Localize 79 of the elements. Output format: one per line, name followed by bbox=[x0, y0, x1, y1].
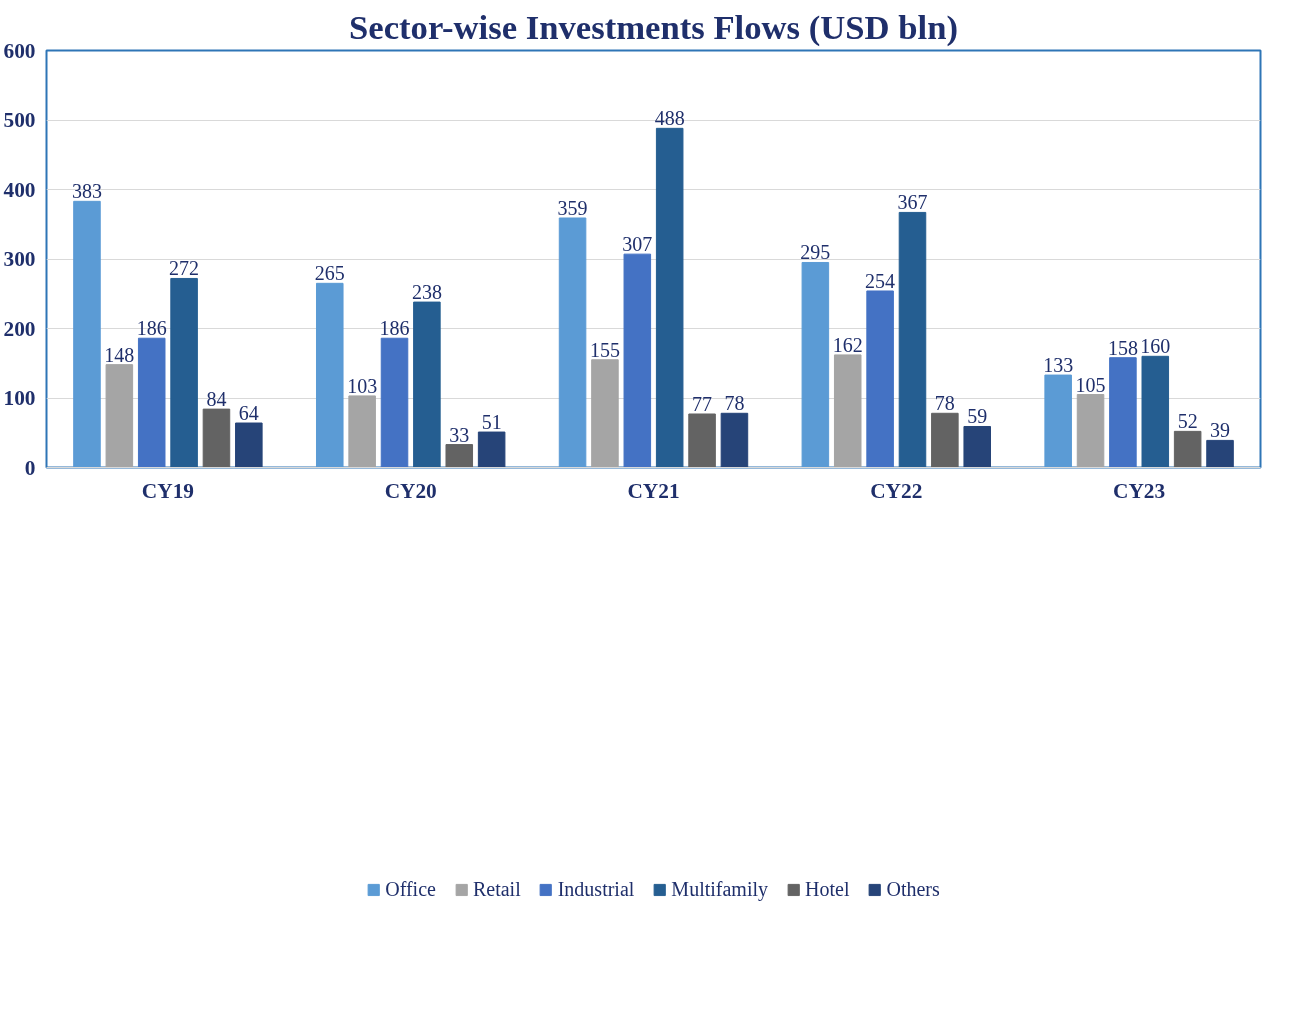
y-tick-label: 300 bbox=[3, 247, 36, 271]
bar bbox=[931, 412, 959, 468]
data-label: 238 bbox=[411, 281, 442, 304]
data-label: 39 bbox=[1210, 419, 1231, 442]
x-tick-label: CY23 bbox=[1113, 478, 1166, 503]
data-label: 488 bbox=[654, 107, 685, 130]
data-label: 77 bbox=[692, 392, 713, 415]
bar bbox=[1206, 439, 1234, 468]
bar bbox=[170, 277, 198, 468]
legend-label: Multifamily bbox=[671, 877, 769, 901]
bar bbox=[137, 337, 166, 468]
bar bbox=[315, 282, 344, 468]
data-label: 307 bbox=[622, 233, 653, 256]
data-label: 359 bbox=[557, 196, 588, 219]
data-label: 162 bbox=[832, 333, 863, 356]
y-tick-label: 400 bbox=[3, 177, 36, 202]
bar bbox=[73, 200, 101, 468]
bar bbox=[963, 425, 992, 468]
data-label: 84 bbox=[206, 388, 227, 411]
bar bbox=[623, 253, 652, 468]
data-label: 160 bbox=[1140, 335, 1171, 358]
x-tick-label: CY20 bbox=[384, 478, 437, 503]
legend-label: Industrial bbox=[557, 877, 635, 901]
bar bbox=[801, 261, 830, 468]
bar bbox=[833, 354, 862, 468]
bar bbox=[1141, 355, 1170, 468]
y-tick-label: 100 bbox=[3, 386, 36, 410]
bar bbox=[477, 431, 506, 468]
bar bbox=[202, 408, 231, 468]
bar bbox=[655, 127, 684, 468]
legend-label: Office bbox=[385, 877, 436, 901]
y-tick-label: 600 bbox=[3, 38, 36, 63]
data-label: 383 bbox=[71, 180, 102, 203]
y-tick-label: 500 bbox=[3, 108, 36, 132]
legend-label: Hotel bbox=[805, 877, 850, 901]
data-label: 64 bbox=[238, 402, 259, 425]
bar bbox=[1076, 394, 1105, 468]
y-tick-label: 0 bbox=[24, 455, 36, 480]
bar bbox=[380, 337, 409, 468]
data-label: 78 bbox=[724, 392, 745, 415]
data-label: 148 bbox=[104, 343, 135, 366]
bar bbox=[558, 217, 587, 468]
data-label: 265 bbox=[314, 262, 345, 285]
bar bbox=[1109, 357, 1137, 468]
data-label: 367 bbox=[897, 191, 928, 214]
bar bbox=[720, 412, 749, 468]
data-label: 158 bbox=[1107, 336, 1138, 359]
bar bbox=[688, 413, 716, 468]
data-label: 51 bbox=[481, 411, 502, 434]
bar bbox=[1044, 374, 1072, 468]
legend-label: Others bbox=[886, 877, 940, 901]
data-label: 105 bbox=[1075, 373, 1106, 396]
chart-title: Sector-wise Investments Flows (USD bln) bbox=[349, 7, 959, 47]
bar bbox=[898, 211, 927, 468]
legend-label: Retail bbox=[472, 877, 521, 901]
data-label: 254 bbox=[865, 269, 896, 292]
data-label: 59 bbox=[967, 405, 988, 428]
bar bbox=[413, 301, 441, 468]
data-label: 272 bbox=[169, 257, 200, 280]
data-label: 33 bbox=[449, 423, 470, 446]
x-tick-label: CY19 bbox=[141, 478, 194, 503]
bar bbox=[348, 395, 376, 468]
x-tick-label: CY22 bbox=[870, 478, 923, 503]
bar bbox=[1173, 430, 1202, 468]
x-tick-label: CY21 bbox=[627, 478, 680, 503]
bar bbox=[866, 290, 894, 468]
data-label: 78 bbox=[934, 392, 955, 415]
data-label: 133 bbox=[1043, 354, 1074, 377]
bar bbox=[105, 364, 134, 468]
bar bbox=[235, 422, 263, 468]
data-label: 295 bbox=[800, 241, 831, 264]
data-label: 186 bbox=[136, 317, 167, 340]
bar bbox=[445, 444, 474, 468]
data-label: 155 bbox=[589, 338, 620, 361]
y-tick-label: 200 bbox=[3, 316, 36, 341]
data-label: 186 bbox=[379, 317, 410, 340]
data-label: 52 bbox=[1177, 410, 1198, 433]
data-label: 103 bbox=[347, 374, 378, 397]
bar bbox=[591, 359, 619, 468]
